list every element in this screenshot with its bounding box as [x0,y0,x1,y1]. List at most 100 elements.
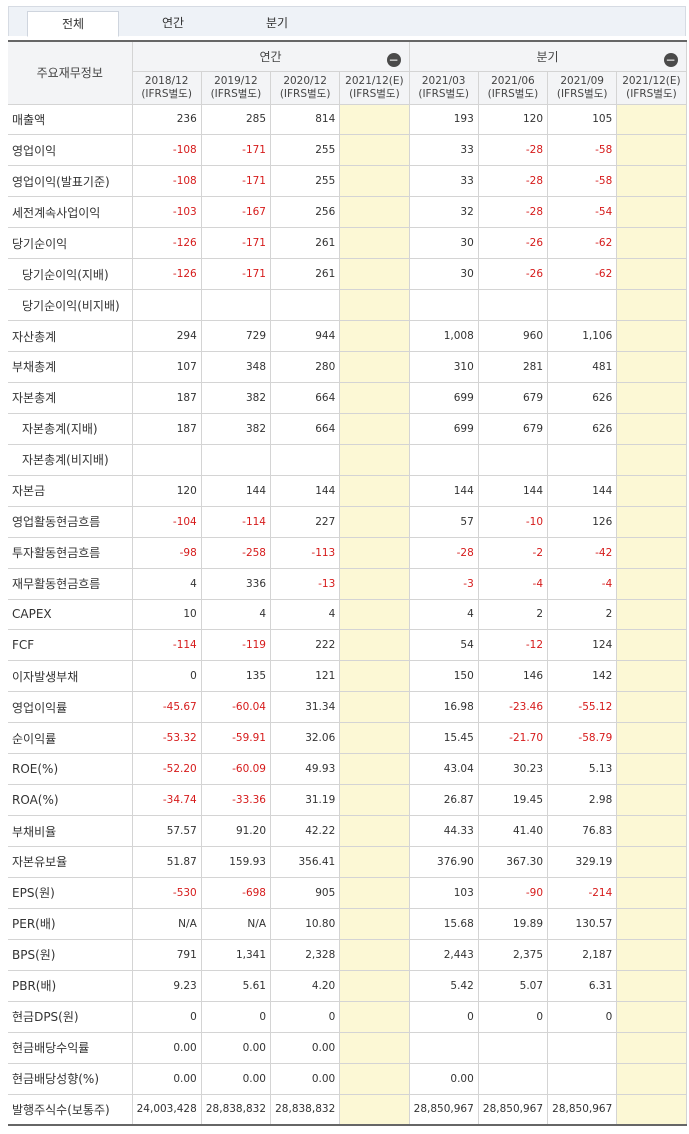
period-basis: (IFRS별도) [418,87,469,100]
period-label: 2021/09 [560,74,604,87]
row-label: 자본금 [8,475,133,507]
value-cell [339,568,410,600]
value-cell: 294 [132,320,202,352]
value-cell: 49.93 [270,753,341,786]
value-cell: -126 [132,227,202,260]
value-cell: 105 [547,104,618,136]
value-cell: N/A [132,908,202,940]
row-label: 당기순이익 [8,227,133,260]
collapse-annual-icon[interactable]: − [386,53,401,67]
value-cell: 19.45 [478,784,549,817]
value-cell [339,1063,410,1095]
value-cell [547,444,618,476]
value-cell: 30 [409,227,479,260]
value-cell [616,537,687,569]
value-cell: 0.00 [201,1032,272,1064]
value-cell [616,691,687,724]
collapse-quarter-icon[interactable]: − [663,53,678,67]
table-row: PBR(배) 9.23 5.61 4.20 5.42 5.07 6.31 [8,970,687,1002]
value-cell: 57.57 [132,815,202,847]
value-cell [616,877,687,909]
value-cell [339,753,410,786]
value-cell: 144 [478,475,549,507]
value-cell: 43.04 [409,753,479,786]
row-label: 순이익률 [8,722,133,755]
value-cell: 336 [201,568,272,600]
value-cell: 10 [132,599,202,631]
value-cell: 699 [409,382,479,414]
value-cell: 6.31 [547,970,618,1002]
value-cell: 255 [270,165,341,198]
period-header: 2019/12 (IFRS별도) [201,71,272,105]
table-row: CAPEX 10 4 4 4 2 2 [8,599,687,631]
quarter-group-title: 분기 [536,49,559,64]
tab-annual[interactable]: 연간 [161,16,185,30]
value-cell: -258 [201,537,272,569]
table-row: ROA(%) -34.74 -33.36 31.19 26.87 19.45 2.98 [8,784,687,817]
value-cell: -28 [409,537,479,569]
value-cell [339,629,410,662]
value-cell [616,908,687,940]
value-cell: 280 [270,351,341,383]
row-label: 부채비율 [8,815,133,847]
value-cell: 367.30 [478,846,549,878]
table-row: BPS(원) 791 1,341 2,328 2,443 2,375 2,187 [8,939,687,971]
value-cell: 0 [132,1001,202,1033]
value-cell: -119 [201,629,272,662]
value-cell: 5.61 [201,970,272,1002]
value-cell: 28,850,967 [478,1094,549,1126]
value-cell [339,722,410,755]
value-cell: -698 [201,877,272,909]
value-cell: 0.00 [201,1063,272,1095]
value-cell: -53.32 [132,722,202,755]
tab-quarter[interactable]: 분기 [265,16,289,30]
tab-all[interactable]: 전체 [27,11,119,37]
value-cell [616,846,687,878]
value-cell [409,444,479,476]
value-cell: -54 [547,196,618,229]
value-cell: 10.80 [270,908,341,940]
row-label: EPS(원) [8,877,133,909]
value-cell: 960 [478,320,549,352]
row-label: 당기순이익(비지배) [8,289,133,322]
value-cell: 5.42 [409,970,479,1002]
table-row: 발행주식수(보통주) 24,003,428 28,838,832 28,838,832… [8,1094,687,1126]
value-cell [339,815,410,847]
value-cell [616,784,687,817]
value-cell: 28,850,967 [547,1094,618,1126]
value-cell: 107 [132,351,202,383]
value-cell: 130.57 [547,908,618,940]
value-cell: -214 [547,877,618,909]
value-cell: -98 [132,537,202,569]
value-cell: 5.13 [547,753,618,786]
value-cell: 261 [270,227,341,260]
value-cell: 2,375 [478,939,549,971]
value-cell: 814 [270,104,341,136]
row-label: 영업이익률 [8,691,133,724]
value-cell: 255 [270,134,341,167]
value-cell: 19.89 [478,908,549,940]
value-cell: 28,838,832 [201,1094,272,1126]
value-cell: -171 [201,165,272,198]
period-label: 2021/06 [491,74,535,87]
row-label: PER(배) [8,908,133,940]
value-cell [339,691,410,724]
value-cell: -4 [547,568,618,600]
value-cell: -2 [478,537,549,569]
value-cell [616,258,687,291]
value-cell: 376.90 [409,846,479,878]
row-label: 영업활동현금흐름 [8,506,133,538]
value-cell [339,165,410,198]
value-cell: 16.98 [409,691,479,724]
value-cell [339,784,410,817]
table-row: 현금배당수익률 0.00 0.00 0.00 [8,1032,687,1064]
value-cell: 679 [478,382,549,414]
value-cell: 30 [409,258,479,291]
value-cell: -28 [478,165,549,198]
table-body: 매출액 236 285 814 193 120 105 영업이익 -108 -171 255 33 -2… [8,104,687,1126]
value-cell [201,444,272,476]
row-label: BPS(원) [8,939,133,971]
table-row: EPS(원) -530 -698 905 103 -90 -214 [8,877,687,909]
period-basis: (IFRS별도) [141,87,192,100]
